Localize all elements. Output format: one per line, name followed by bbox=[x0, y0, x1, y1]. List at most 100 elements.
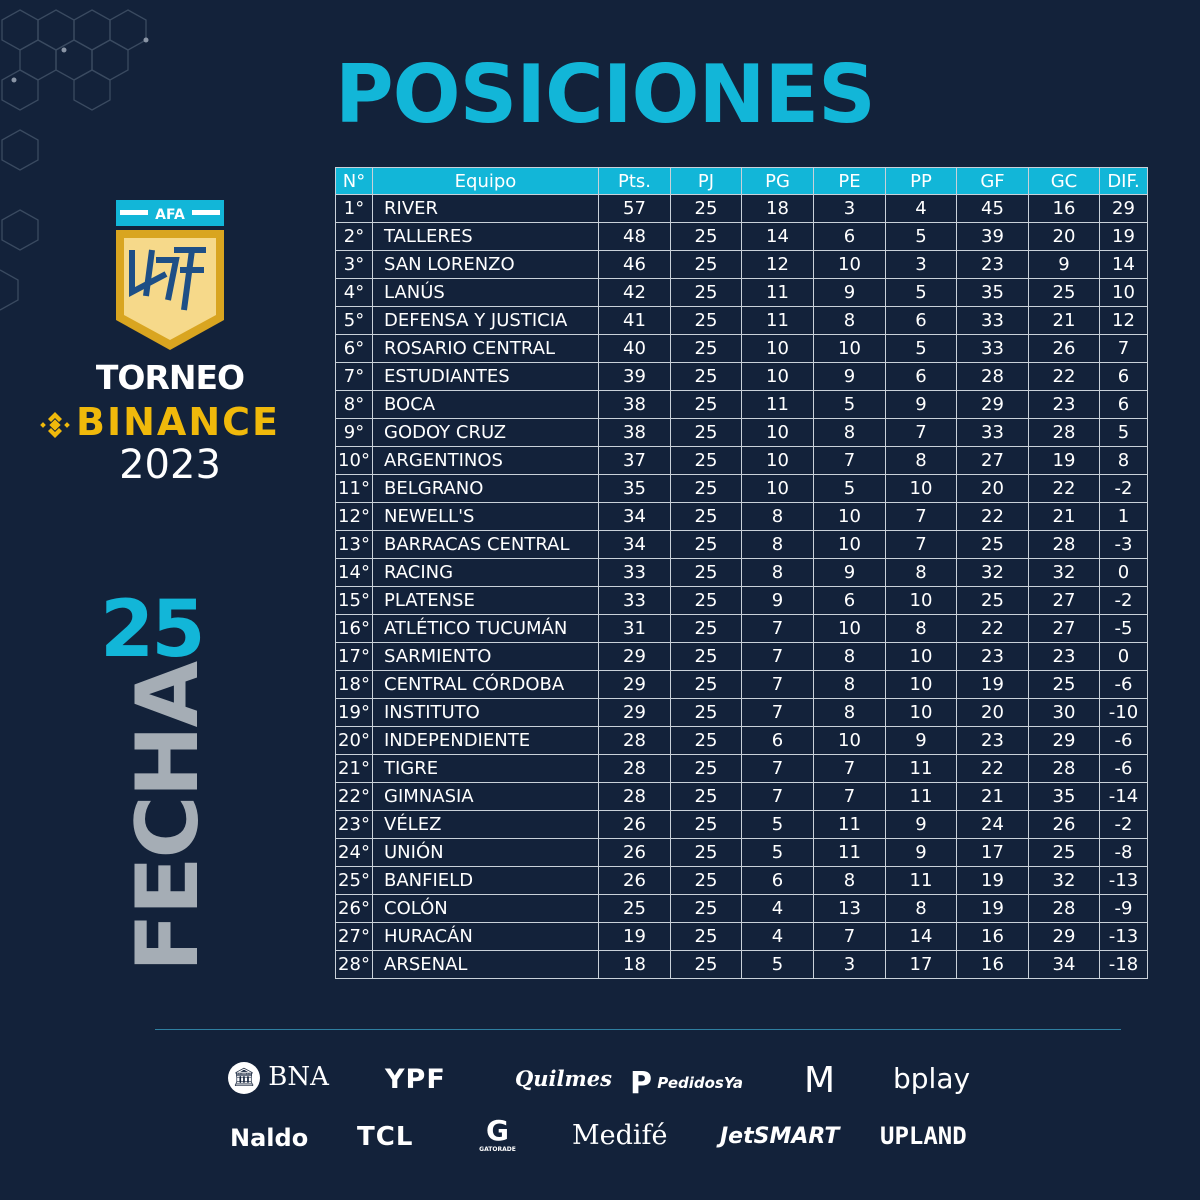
stat-cell: -13 bbox=[1099, 866, 1148, 895]
stat-cell: 45 bbox=[956, 194, 1029, 223]
stat-cell: 10 bbox=[741, 334, 814, 363]
torneo-label: TORNEO bbox=[95, 358, 245, 397]
table-row: 25° BANFIELD 26 25 6 8 11 19 32 -13 bbox=[335, 866, 1148, 895]
stat-cell: 27 bbox=[1028, 614, 1100, 643]
position-cell: 24° bbox=[335, 838, 373, 867]
team-name-cell: INDEPENDIENTE bbox=[372, 726, 599, 755]
stat-cell: 5 bbox=[813, 474, 886, 503]
column-header: PG bbox=[741, 167, 814, 195]
stat-cell: 7 bbox=[813, 446, 886, 475]
position-cell: 21° bbox=[335, 754, 373, 783]
stat-cell: 14 bbox=[1099, 250, 1148, 279]
table-row: 6° ROSARIO CENTRAL 40 25 10 10 5 33 26 7 bbox=[335, 334, 1148, 363]
stat-cell: 25 bbox=[670, 334, 742, 363]
position-cell: 20° bbox=[335, 726, 373, 755]
stat-cell: 11 bbox=[885, 782, 957, 811]
stat-cell: 12 bbox=[741, 250, 814, 279]
stat-cell: 35 bbox=[956, 278, 1029, 307]
team-name-cell: INSTITUTO bbox=[372, 698, 599, 727]
position-cell: 25° bbox=[335, 866, 373, 895]
stat-cell: 20 bbox=[956, 698, 1029, 727]
sponsor-medife: Medifé bbox=[572, 1120, 668, 1151]
sponsor-gatorade: G GATORADE bbox=[479, 1114, 516, 1154]
table-row: 2° TALLERES 48 25 14 6 5 39 20 19 bbox=[335, 222, 1148, 251]
stat-cell: 25 bbox=[1028, 670, 1100, 699]
stat-cell: 19 bbox=[1099, 222, 1148, 251]
stat-cell: 7 bbox=[741, 670, 814, 699]
stat-cell: 25 bbox=[670, 894, 742, 923]
sponsor-tcl: TCL bbox=[357, 1122, 414, 1152]
stat-cell: -5 bbox=[1099, 614, 1148, 643]
stat-cell: 6 bbox=[813, 222, 886, 251]
position-cell: 14° bbox=[335, 558, 373, 587]
column-header: GF bbox=[956, 167, 1029, 195]
stat-cell: 5 bbox=[741, 810, 814, 839]
binance-text: BINANCE bbox=[76, 400, 280, 444]
team-name-cell: CENTRAL CÓRDOBA bbox=[372, 670, 599, 699]
team-name-cell: BOCA bbox=[372, 390, 599, 419]
column-header: PP bbox=[885, 167, 957, 195]
stat-cell: 40 bbox=[598, 334, 671, 363]
column-header: PE bbox=[813, 167, 886, 195]
stat-cell: 8 bbox=[813, 670, 886, 699]
stat-cell: 17 bbox=[885, 950, 957, 979]
stat-cell: 38 bbox=[598, 390, 671, 419]
column-header: PJ bbox=[670, 167, 742, 195]
team-name-cell: BANFIELD bbox=[372, 866, 599, 895]
stat-cell: 37 bbox=[598, 446, 671, 475]
sponsor-naldo: Naldo bbox=[230, 1124, 309, 1152]
round-number: 25 bbox=[100, 585, 206, 675]
position-cell: 8° bbox=[335, 390, 373, 419]
stat-cell: 7 bbox=[885, 530, 957, 559]
table-row: 1° RIVER 57 25 18 3 4 45 16 29 bbox=[335, 194, 1148, 223]
stat-cell: 41 bbox=[598, 306, 671, 335]
stat-cell: -6 bbox=[1099, 726, 1148, 755]
stat-cell: 57 bbox=[598, 194, 671, 223]
stat-cell: 6 bbox=[813, 586, 886, 615]
column-header: N° bbox=[335, 167, 373, 195]
stat-cell: 4 bbox=[741, 922, 814, 951]
stat-cell: 1 bbox=[1099, 502, 1148, 531]
team-name-cell: ATLÉTICO TUCUMÁN bbox=[372, 614, 599, 643]
stat-cell: -2 bbox=[1099, 474, 1148, 503]
stat-cell: -2 bbox=[1099, 586, 1148, 615]
stat-cell: 28 bbox=[1028, 530, 1100, 559]
stat-cell: 5 bbox=[885, 334, 957, 363]
stat-cell: 8 bbox=[813, 642, 886, 671]
stat-cell: 11 bbox=[741, 306, 814, 335]
stat-cell: 26 bbox=[1028, 334, 1100, 363]
season-year: 2023 bbox=[119, 442, 221, 488]
stat-cell: 16 bbox=[956, 950, 1029, 979]
stat-cell: 10 bbox=[741, 362, 814, 391]
stat-cell: 20 bbox=[1028, 222, 1100, 251]
stat-cell: 31 bbox=[598, 614, 671, 643]
stat-cell: 8 bbox=[813, 306, 886, 335]
stat-cell: 25 bbox=[670, 642, 742, 671]
stat-cell: 14 bbox=[741, 222, 814, 251]
stat-cell: 25 bbox=[956, 530, 1029, 559]
stat-cell: 8 bbox=[813, 866, 886, 895]
stat-cell: 9 bbox=[1028, 250, 1100, 279]
stat-cell: 38 bbox=[598, 418, 671, 447]
team-name-cell: RIVER bbox=[372, 194, 599, 223]
position-cell: 9° bbox=[335, 418, 373, 447]
sponsor-bna: 🏛 BNA bbox=[228, 1062, 329, 1094]
afa-text: AFA bbox=[155, 207, 185, 223]
stat-cell: 10 bbox=[885, 586, 957, 615]
stat-cell: -14 bbox=[1099, 782, 1148, 811]
stat-cell: 7 bbox=[1099, 334, 1148, 363]
stat-cell: 39 bbox=[598, 362, 671, 391]
stat-cell: 29 bbox=[598, 698, 671, 727]
position-cell: 26° bbox=[335, 894, 373, 923]
stat-cell: 6 bbox=[885, 362, 957, 391]
stat-cell: 0 bbox=[1099, 642, 1148, 671]
stat-cell: 13 bbox=[813, 894, 886, 923]
stat-cell: 8 bbox=[741, 558, 814, 587]
stat-cell: 11 bbox=[885, 866, 957, 895]
stat-cell: 25 bbox=[1028, 278, 1100, 307]
column-header: Pts. bbox=[598, 167, 671, 195]
stat-cell: 28 bbox=[956, 362, 1029, 391]
column-header: GC bbox=[1028, 167, 1100, 195]
stat-cell: 25 bbox=[598, 894, 671, 923]
stat-cell: 11 bbox=[885, 754, 957, 783]
